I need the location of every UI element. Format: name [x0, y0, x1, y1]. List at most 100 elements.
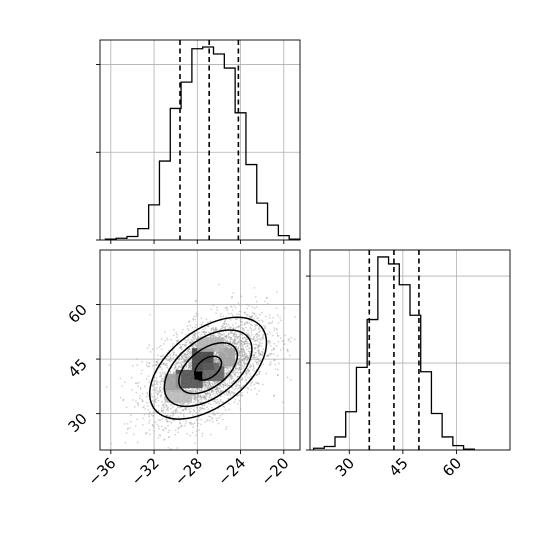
scatter-point: [188, 361, 190, 364]
scatter-point: [159, 396, 162, 398]
scatter-point: [149, 351, 152, 353]
scatter-point: [221, 401, 224, 404]
scatter-point: [257, 345, 259, 348]
scatter-point: [236, 371, 239, 373]
scatter-point: [227, 344, 230, 347]
scatter-point: [194, 337, 196, 339]
scatter-point: [195, 299, 197, 302]
scatter-point: [157, 354, 159, 357]
scatter-point: [214, 353, 217, 356]
scatter-point: [187, 348, 190, 351]
scatter-point: [249, 347, 252, 350]
scatter-point: [225, 428, 227, 431]
scatter-point: [241, 348, 244, 351]
joint-y-tick-label: 60: [65, 301, 91, 327]
scatter-point: [256, 340, 259, 342]
scatter-point: [158, 419, 160, 421]
scatter-point: [207, 392, 209, 395]
scatter-point: [215, 390, 218, 393]
scatter-point: [244, 346, 247, 348]
scatter-point: [206, 381, 208, 384]
scatter-point: [188, 320, 191, 322]
scatter-point: [183, 353, 186, 356]
scatter-point: [146, 347, 149, 349]
scatter-point: [229, 305, 232, 308]
scatter-point: [166, 407, 169, 410]
scatter-point: [176, 406, 179, 408]
scatter-point: [186, 351, 189, 353]
scatter-point: [147, 413, 150, 416]
scatter-point: [189, 407, 192, 410]
scatter-point: [270, 352, 273, 355]
scatter-point: [244, 372, 247, 375]
scatter-point: [274, 368, 277, 371]
scatter-point: [262, 334, 265, 337]
scatter-point: [220, 312, 222, 315]
scatter-point: [201, 404, 204, 407]
scatter-point: [232, 393, 235, 396]
scatter-point: [175, 408, 178, 410]
scatter-point: [159, 434, 162, 437]
scatter-point: [237, 352, 240, 355]
scatter-point: [190, 342, 192, 345]
scatter-point: [160, 378, 163, 381]
scatter-point: [229, 367, 232, 370]
scatter-point: [234, 342, 237, 345]
scatter-point: [193, 394, 196, 397]
scatter-point: [145, 378, 148, 380]
scatter-point: [237, 326, 240, 328]
scatter-point: [228, 392, 230, 394]
scatter-point: [244, 342, 246, 345]
scatter-point: [304, 347, 306, 349]
scatter-point: [266, 296, 269, 299]
scatter-point: [257, 346, 259, 349]
scatter-point: [183, 415, 185, 418]
scatter-point: [223, 323, 226, 325]
scatter-point: [230, 331, 233, 334]
scatter-point: [194, 395, 196, 397]
joint-y-tick-label: 30: [65, 410, 91, 436]
scatter-point: [179, 426, 181, 428]
scatter-point: [247, 356, 249, 359]
histogram-bin: [356, 367, 367, 450]
scatter-point: [161, 404, 164, 407]
scatter-point: [211, 418, 214, 420]
scatter-point: [208, 381, 210, 383]
scatter-point: [216, 306, 218, 309]
scatter-point: [195, 396, 197, 399]
scatter-point: [127, 427, 130, 429]
scatter-point: [273, 394, 276, 397]
histogram-bin: [335, 437, 346, 450]
scatter-point: [258, 345, 261, 347]
scatter-point: [188, 341, 191, 344]
scatter-point: [157, 410, 160, 412]
scatter-point: [162, 362, 165, 365]
scatter-point: [246, 342, 249, 345]
scatter-point: [287, 350, 289, 353]
scatter-point: [200, 401, 203, 404]
scatter-point: [196, 424, 199, 427]
scatter-point: [247, 332, 250, 335]
scatter-point: [217, 389, 220, 392]
scatter-point: [239, 340, 242, 342]
scatter-point: [204, 421, 207, 423]
scatter-point: [166, 366, 169, 369]
scatter-point: [132, 399, 134, 401]
scatter-point: [197, 400, 200, 402]
scatter-point: [246, 355, 249, 358]
scatter-point: [217, 400, 220, 403]
scatter-point: [191, 396, 194, 399]
scatter-point: [171, 345, 174, 348]
scatter-point: [178, 358, 181, 361]
scatter-point: [230, 376, 233, 378]
scatter-point: [129, 420, 132, 423]
y-marginal-x-tick-label: 30: [332, 454, 358, 480]
scatter-point: [139, 387, 142, 389]
scatter-point: [197, 399, 200, 402]
scatter-point: [179, 406, 181, 409]
scatter-point: [239, 371, 242, 373]
scatter-point: [286, 348, 289, 351]
scatter-point: [222, 386, 225, 389]
scatter-point: [149, 361, 151, 364]
